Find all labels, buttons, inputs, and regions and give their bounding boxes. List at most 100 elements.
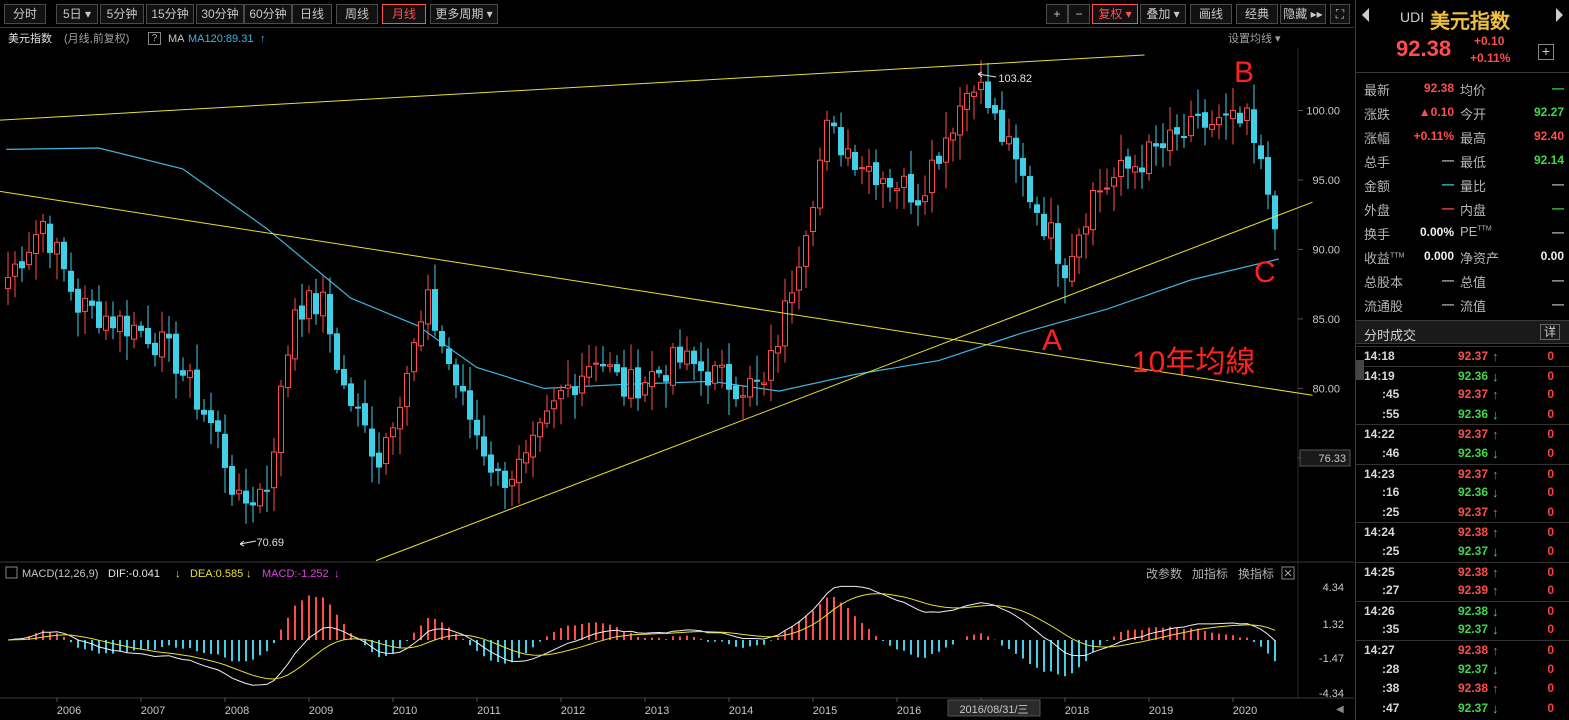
dif-line [7, 585, 1276, 686]
zoom-in-button[interactable]: + [1046, 4, 1068, 24]
candle-body [418, 321, 424, 347]
ma-settings-button[interactable]: 设置均线 ▾ [1228, 33, 1281, 45]
help-icon[interactable]: ? [148, 32, 161, 45]
fullscreen-icon[interactable]: ⛶ [1330, 4, 1350, 24]
quote-label: 总手 [1364, 155, 1391, 170]
tick-row: 14:18 92.37 ↑ 0 [1356, 346, 1569, 365]
candle-body [96, 301, 102, 328]
time-tick-label: 2019 [1149, 705, 1173, 717]
candle-body [439, 331, 445, 347]
dea-down-arrow-icon: ↓ [246, 568, 252, 580]
period-tab-intraday[interactable]: 分时 [4, 4, 46, 24]
add-watchlist-icon[interactable]: + [1538, 44, 1554, 60]
period-tab-60min[interactable]: 60分钟 [244, 4, 292, 24]
ttm-superscript: TTM [1477, 225, 1492, 233]
candle-body [110, 316, 116, 329]
current-price-tag-box [1299, 449, 1351, 467]
candle-body [509, 478, 515, 487]
tick-volume: 0 [1547, 446, 1554, 460]
prev-symbol-icon[interactable] [1362, 8, 1369, 22]
ticks-detail-button[interactable]: 详 [1540, 324, 1560, 340]
candle-body [159, 331, 165, 358]
period-tab-daily[interactable]: 日线 [292, 4, 332, 24]
next-symbol-icon[interactable] [1556, 8, 1563, 22]
current-price-tag: 76.33 [1318, 453, 1346, 465]
candle-body [775, 345, 781, 354]
change-params-button[interactable]: 改参数 [1146, 566, 1182, 581]
candle-body [215, 420, 221, 432]
tick-volume: 0 [1547, 387, 1554, 402]
classic-button[interactable]: 经典 [1236, 4, 1278, 24]
candle-body [1090, 190, 1096, 231]
period-more-dropdown[interactable]: 更多周期 ▾ [430, 4, 498, 24]
candle-body [89, 300, 95, 306]
candle-body [971, 91, 977, 97]
arrow-up-icon: ↑ [1492, 525, 1499, 541]
tick-volume: 0 [1547, 643, 1554, 657]
candle-body [362, 403, 368, 426]
tick-row: :38 92.38 ↑ 0 [1356, 679, 1569, 698]
candle-body [341, 368, 347, 386]
candle-body [19, 261, 25, 269]
scroll-left-icon[interactable]: ◀ [1336, 704, 1344, 715]
candle-body [208, 410, 214, 424]
macd-tick-label: 1.32 [1323, 619, 1344, 631]
candle-body [131, 324, 137, 340]
tick-volume: 0 [1547, 427, 1554, 442]
close-indicator-icon[interactable] [1281, 566, 1295, 580]
macd-settings-icon[interactable] [5, 566, 18, 579]
add-indicator-button[interactable]: 加指标 [1192, 566, 1228, 581]
candle-body [621, 367, 627, 397]
price-tick-label: 80.00 [1312, 383, 1340, 395]
quote-value: — [1552, 81, 1564, 95]
tick-volume: 0 [1547, 504, 1554, 519]
tick-row: :27 92.39 ↑ 0 [1356, 581, 1569, 600]
candle-body [292, 309, 298, 360]
arrow-up-icon: ↑ [1492, 643, 1499, 658]
candle-body [859, 167, 865, 170]
tick-row: 14:26 92.38 ↓ 0 [1356, 600, 1569, 620]
arrow-down-icon: ↓ [1492, 446, 1499, 461]
period-tab-30min[interactable]: 30分钟 [196, 4, 244, 24]
candle-body [467, 390, 473, 420]
collapse-handle-icon[interactable] [1356, 360, 1364, 380]
tick-price: 92.37 [1457, 544, 1488, 558]
period-tab-15min[interactable]: 15分钟 [146, 4, 194, 24]
candle-body [530, 434, 536, 458]
candle-body [579, 375, 585, 394]
adjust-dropdown[interactable]: 复权 ▾ [1092, 4, 1138, 24]
price-change: +0.10 [1474, 34, 1505, 48]
candle-body [145, 328, 151, 345]
candle-body [705, 371, 711, 386]
tick-price: 92.37 [1457, 349, 1488, 363]
tick-time: :55 [1382, 406, 1400, 421]
period-tab-weekly[interactable]: 周线 [336, 4, 378, 24]
quote-row: 总股本 — 总值 — [1356, 270, 1569, 292]
candle-body [5, 277, 11, 290]
arrow-up-icon: ↑ [1492, 427, 1499, 443]
tick-row: :28 92.37 ↓ 0 [1356, 660, 1569, 679]
period-more-label: 更多周期 [435, 7, 484, 21]
candle-body [838, 127, 844, 156]
period-tab-monthly[interactable]: 月线 [382, 4, 426, 24]
candle-body [740, 395, 746, 398]
quote-label: 最新 [1364, 83, 1391, 98]
draw-line-button[interactable]: 画线 [1190, 4, 1232, 24]
period-tab-5day[interactable]: 5日 ▾ [56, 4, 98, 24]
candle-body [502, 470, 508, 488]
candle-body [684, 350, 690, 365]
tick-volume: 0 [1547, 466, 1554, 481]
tick-price: 92.38 [1457, 603, 1488, 618]
switch-indicator-button[interactable]: 换指标 [1238, 566, 1274, 581]
symbol-name: 美元指数 [1430, 11, 1510, 33]
zoom-out-button[interactable]: − [1068, 4, 1090, 24]
quote-label: 流通股 [1364, 299, 1404, 314]
tick-row: 14:22 92.37 ↑ 0 [1356, 424, 1569, 443]
quote-value: 92.14 [1533, 153, 1564, 167]
period-tab-5min[interactable]: 5分钟 [100, 4, 144, 24]
quote-label: 最低 [1460, 155, 1487, 170]
overlay-dropdown[interactable]: 叠加 ▾ [1140, 4, 1186, 24]
candle-body [768, 350, 774, 381]
hide-button[interactable]: 隐藏 ▸▸ [1280, 4, 1326, 24]
